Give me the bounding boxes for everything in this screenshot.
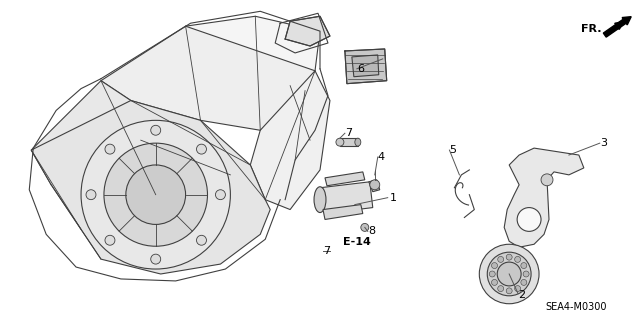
Circle shape bbox=[105, 235, 115, 245]
Circle shape bbox=[479, 244, 539, 304]
Polygon shape bbox=[31, 81, 131, 195]
Circle shape bbox=[492, 279, 497, 286]
Ellipse shape bbox=[355, 138, 361, 146]
Circle shape bbox=[541, 174, 553, 186]
Circle shape bbox=[196, 144, 207, 154]
Polygon shape bbox=[31, 100, 270, 274]
Circle shape bbox=[104, 143, 207, 246]
Text: 4: 4 bbox=[378, 152, 385, 162]
Text: 3: 3 bbox=[600, 138, 607, 148]
Polygon shape bbox=[352, 55, 379, 77]
Circle shape bbox=[497, 262, 521, 286]
Circle shape bbox=[196, 235, 207, 245]
Circle shape bbox=[489, 271, 495, 277]
Circle shape bbox=[151, 125, 161, 135]
Circle shape bbox=[498, 256, 504, 262]
Circle shape bbox=[370, 180, 380, 190]
Polygon shape bbox=[285, 16, 330, 46]
Polygon shape bbox=[369, 180, 380, 192]
FancyArrow shape bbox=[604, 17, 631, 37]
Text: 6: 6 bbox=[357, 64, 364, 74]
Polygon shape bbox=[340, 138, 358, 146]
Circle shape bbox=[105, 144, 115, 154]
Polygon shape bbox=[325, 172, 365, 186]
Text: FR.: FR. bbox=[581, 24, 602, 34]
Circle shape bbox=[517, 208, 541, 231]
Text: 7: 7 bbox=[323, 246, 330, 256]
Circle shape bbox=[515, 286, 520, 292]
Text: 1: 1 bbox=[390, 193, 397, 203]
Circle shape bbox=[506, 254, 512, 260]
Circle shape bbox=[523, 271, 529, 277]
Text: 5: 5 bbox=[449, 145, 456, 155]
Circle shape bbox=[521, 279, 527, 286]
Polygon shape bbox=[186, 16, 320, 85]
Polygon shape bbox=[323, 204, 363, 219]
Text: SEA4-M0300: SEA4-M0300 bbox=[545, 302, 607, 312]
Polygon shape bbox=[101, 26, 315, 130]
Text: 8: 8 bbox=[368, 226, 375, 236]
Polygon shape bbox=[320, 182, 372, 213]
Circle shape bbox=[216, 190, 225, 200]
Circle shape bbox=[151, 254, 161, 264]
Ellipse shape bbox=[314, 187, 326, 212]
Circle shape bbox=[492, 263, 497, 269]
Circle shape bbox=[81, 120, 230, 269]
Circle shape bbox=[521, 263, 527, 269]
Ellipse shape bbox=[336, 138, 344, 146]
Polygon shape bbox=[250, 71, 330, 210]
Polygon shape bbox=[504, 148, 584, 247]
Text: E-14: E-14 bbox=[343, 237, 371, 247]
Circle shape bbox=[487, 252, 531, 296]
Circle shape bbox=[506, 288, 512, 294]
Circle shape bbox=[126, 165, 186, 225]
Circle shape bbox=[515, 256, 520, 262]
Polygon shape bbox=[345, 49, 387, 84]
Text: 2: 2 bbox=[518, 290, 525, 300]
Text: 7: 7 bbox=[345, 128, 352, 138]
Circle shape bbox=[498, 286, 504, 292]
Circle shape bbox=[361, 223, 369, 231]
Circle shape bbox=[86, 190, 96, 200]
